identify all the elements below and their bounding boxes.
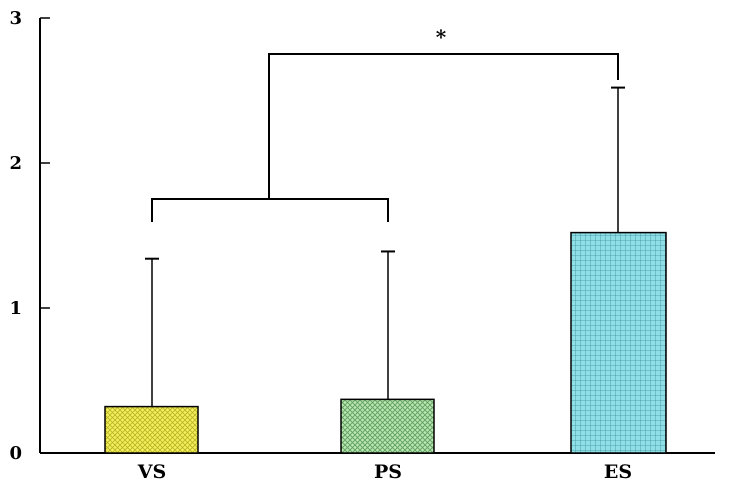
y-tick-label: 2	[9, 153, 22, 174]
y-tick-label: 0	[9, 443, 22, 464]
plot-area: 0 1 2 3 VS PS ES *	[9, 8, 715, 483]
bar-es	[570, 231, 667, 454]
significance-asterisk: *	[436, 25, 447, 49]
x-tick-label-es: ES	[604, 461, 632, 483]
bar-ps	[340, 398, 435, 454]
x-tick-label-vs: VS	[137, 461, 166, 483]
upper-bracket-group-es	[268, 53, 619, 199]
error-bars	[145, 86, 625, 407]
x-tick-label-ps: PS	[374, 461, 402, 483]
category-labels: VS PS ES	[137, 461, 632, 483]
y-tick-label: 3	[9, 8, 22, 29]
bar-vs	[104, 405, 199, 454]
significance-bracket: *	[151, 25, 619, 222]
y-tick-label: 1	[9, 298, 22, 319]
y-ticks: 0 1 2 3	[9, 8, 50, 464]
bars	[104, 231, 667, 454]
lower-bracket-vs-ps	[151, 198, 389, 222]
